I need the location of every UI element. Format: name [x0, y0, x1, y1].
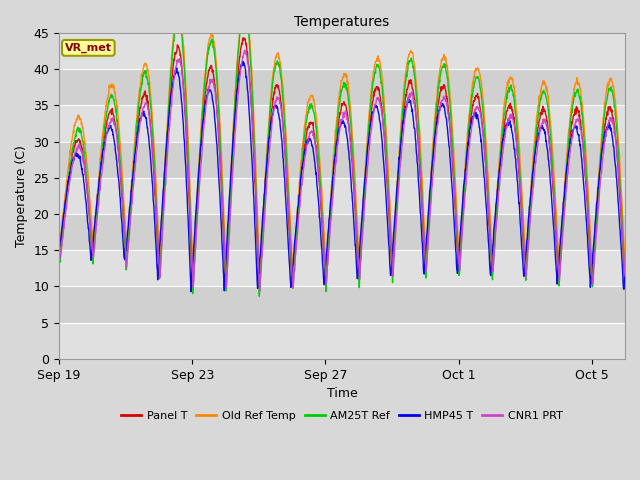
Bar [59, 323, 625, 359]
Bar [59, 69, 625, 106]
Bar [59, 178, 625, 214]
Title: Temperatures: Temperatures [294, 15, 390, 29]
Y-axis label: Temperature (C): Temperature (C) [15, 145, 28, 247]
Bar [59, 142, 625, 178]
Bar [59, 287, 625, 323]
Bar [59, 250, 625, 287]
Bar [59, 33, 625, 69]
Legend: Panel T, Old Ref Temp, AM25T Ref, HMP45 T, CNR1 PRT: Panel T, Old Ref Temp, AM25T Ref, HMP45 … [117, 407, 567, 426]
Text: VR_met: VR_met [65, 43, 112, 53]
X-axis label: Time: Time [326, 387, 358, 400]
Bar [59, 214, 625, 250]
Bar [59, 106, 625, 142]
